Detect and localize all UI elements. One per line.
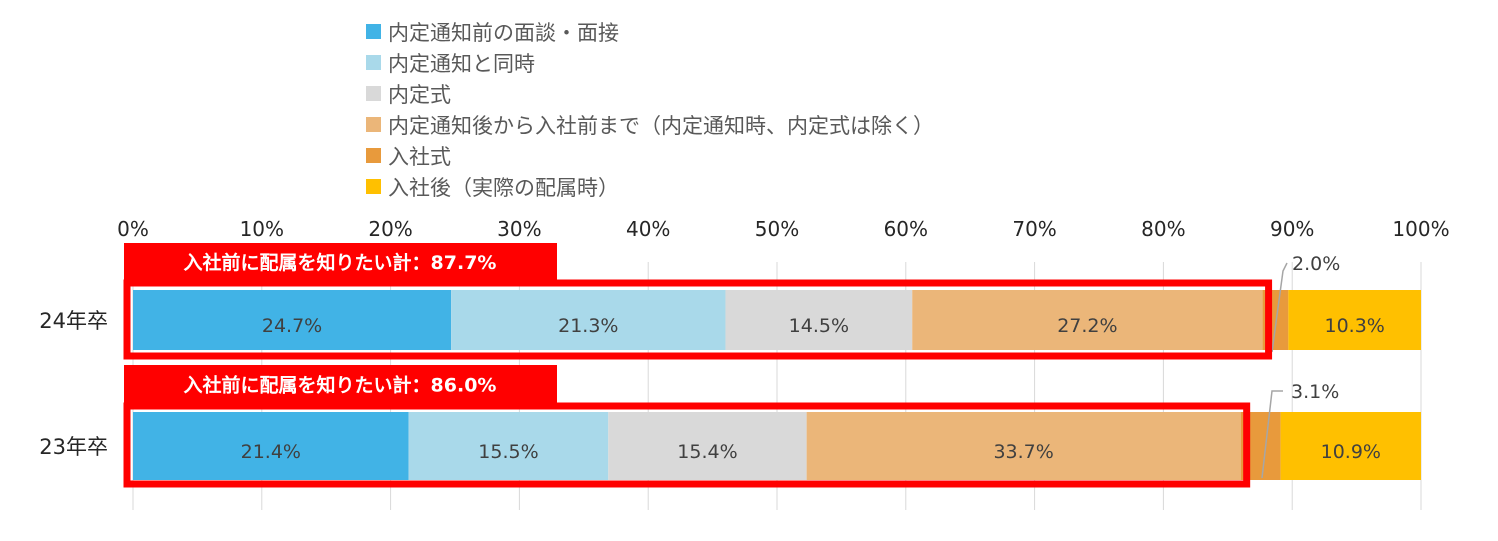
- x-tick-label: 60%: [884, 217, 928, 241]
- data-label: 10.3%: [1324, 315, 1384, 337]
- bar-segment: [133, 412, 409, 480]
- legend-item: 内定式: [366, 78, 934, 109]
- x-tick-label: 70%: [1012, 217, 1056, 241]
- data-label: 3.1%: [1291, 381, 1339, 403]
- legend-label: 内定通知後から入社前まで（内定通知時、内定式は除く）: [388, 113, 934, 138]
- bar-segment: [1280, 412, 1421, 480]
- legend-swatch: [366, 148, 381, 163]
- data-label: 24.7%: [262, 315, 322, 337]
- bar-segment: [133, 290, 452, 350]
- x-tick-label: 20%: [368, 217, 412, 241]
- callout-background: [124, 243, 557, 281]
- bar-segment: [608, 412, 807, 480]
- bar-segment: [912, 290, 1263, 350]
- category-label: 23年卒: [39, 435, 108, 459]
- highlight-box: [123, 279, 1273, 360]
- data-label: 10.9%: [1321, 441, 1381, 463]
- x-tick-label: 40%: [626, 217, 670, 241]
- legend-swatch: [366, 86, 381, 101]
- x-tick-label: 80%: [1141, 217, 1185, 241]
- legend-label: 入社式: [388, 144, 451, 169]
- legend-item: 入社後（実際の配属時）: [366, 171, 934, 202]
- x-tick-label: 90%: [1270, 217, 1314, 241]
- data-label: 15.5%: [478, 441, 538, 463]
- x-tick-label: 50%: [755, 217, 799, 241]
- legend-item: 入社式: [366, 140, 934, 171]
- legend-label: 内定通知前の面談・面接: [388, 20, 619, 45]
- chart-legend: 内定通知前の面談・面接 内定通知と同時 内定式 内定通知後から入社前まで（内定通…: [366, 16, 934, 202]
- legend-label: 内定式: [388, 82, 451, 107]
- callout-text: 入社前に配属を知りたい計：87.7%: [184, 251, 497, 274]
- bar-segment: [1288, 290, 1421, 350]
- x-tick-label: 100%: [1392, 217, 1449, 241]
- legend-item: 内定通知と同時: [366, 47, 934, 78]
- leader-line: [1261, 390, 1283, 479]
- bar-segment: [408, 412, 609, 480]
- data-label: 21.4%: [241, 441, 301, 463]
- category-label: 24年卒: [39, 309, 108, 333]
- legend-swatch: [366, 179, 381, 194]
- legend-item: 内定通知前の面談・面接: [366, 16, 934, 47]
- callout-text: 入社前に配属を知りたい計：86.0%: [184, 374, 497, 397]
- data-label: 33.7%: [993, 441, 1053, 463]
- leader-line: [1271, 262, 1288, 353]
- highlight-box: [123, 402, 1251, 488]
- data-label: 2.0%: [1292, 253, 1340, 275]
- bar-segment: [725, 290, 913, 350]
- bar-segment: [451, 290, 726, 350]
- data-label: 15.4%: [677, 441, 737, 463]
- data-label: 21.3%: [558, 315, 618, 337]
- legend-label: 入社後（実際の配属時）: [388, 175, 619, 200]
- x-tick-label: 0%: [117, 217, 149, 241]
- x-tick-label: 10%: [240, 217, 284, 241]
- data-label: 14.5%: [789, 315, 849, 337]
- bar-segment: [806, 412, 1241, 480]
- x-tick-label: 30%: [497, 217, 541, 241]
- legend-swatch: [366, 117, 381, 132]
- legend-item: 内定通知後から入社前まで（内定通知時、内定式は除く）: [366, 109, 934, 140]
- callout-background: [124, 365, 557, 404]
- data-label: 27.2%: [1057, 315, 1117, 337]
- legend-swatch: [366, 24, 381, 39]
- legend-label: 内定通知と同時: [388, 51, 535, 76]
- legend-swatch: [366, 55, 381, 70]
